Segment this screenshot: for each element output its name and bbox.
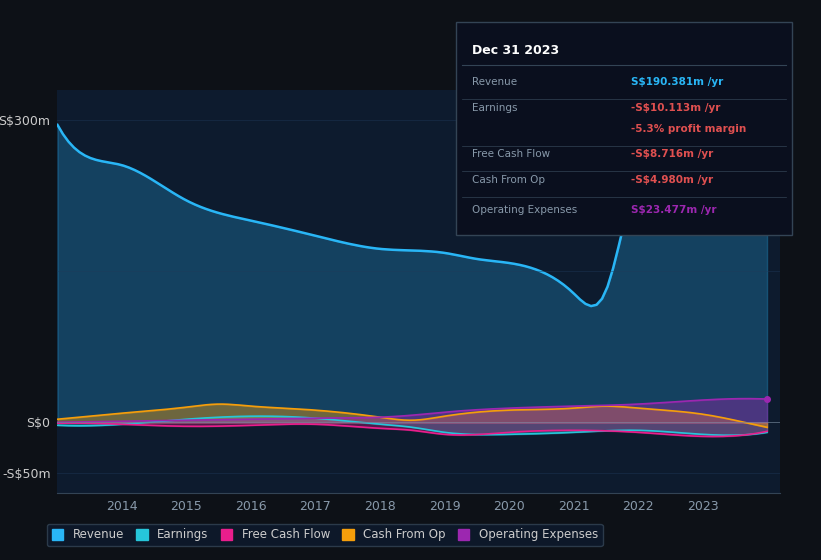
Text: Free Cash Flow: Free Cash Flow (473, 150, 551, 160)
Text: Dec 31 2023: Dec 31 2023 (473, 44, 560, 57)
Legend: Revenue, Earnings, Free Cash Flow, Cash From Op, Operating Expenses: Revenue, Earnings, Free Cash Flow, Cash … (47, 524, 603, 546)
Text: -S$4.980m /yr: -S$4.980m /yr (631, 175, 713, 185)
Text: Operating Expenses: Operating Expenses (473, 204, 578, 214)
Text: -S$10.113m /yr: -S$10.113m /yr (631, 102, 720, 113)
Text: Revenue: Revenue (473, 77, 517, 87)
Text: -S$8.716m /yr: -S$8.716m /yr (631, 150, 713, 160)
Text: Cash From Op: Cash From Op (473, 175, 545, 185)
FancyBboxPatch shape (456, 22, 792, 235)
Text: Earnings: Earnings (473, 102, 518, 113)
Text: S$190.381m /yr: S$190.381m /yr (631, 77, 723, 87)
Text: -5.3% profit margin: -5.3% profit margin (631, 124, 746, 134)
Text: S$23.477m /yr: S$23.477m /yr (631, 204, 716, 214)
